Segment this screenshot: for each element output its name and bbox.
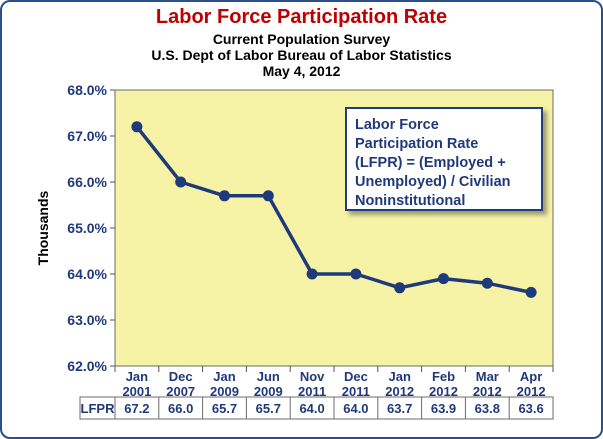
formula-note: Labor Force Participation Rate (LFPR) = … <box>345 107 543 211</box>
chart-subtitle-3: May 4, 2012 <box>262 63 341 79</box>
note-line-4: Unemployed) / Civilian <box>355 174 511 190</box>
y-tick-label: 66.0% <box>67 174 107 190</box>
data-point <box>131 121 143 133</box>
y-tick-label: 67.0% <box>67 128 107 144</box>
chart-subtitle-1: Current Population Survey <box>212 31 391 47</box>
data-table-value: 63.8 <box>475 401 500 416</box>
data-point <box>306 268 318 280</box>
x-tick-label-year: 2012 <box>517 384 546 399</box>
data-point <box>394 282 406 294</box>
data-point <box>175 176 187 188</box>
x-tick-label-month: Dec <box>169 369 193 384</box>
y-axis-title: Thousands <box>35 190 51 265</box>
x-tick-label-month: Dec <box>344 369 368 384</box>
data-table-box <box>79 396 554 420</box>
data-table-series-label: LFPR <box>81 401 116 416</box>
data-point <box>438 273 449 285</box>
series-line-lfpr <box>135 125 532 295</box>
x-tick-label-month: Nov <box>300 369 325 384</box>
data-point <box>525 286 537 298</box>
x-tick-label-month: Jan <box>213 369 235 384</box>
note-line-2: Participation Rate <box>355 136 479 152</box>
y-tick-label: 62.0% <box>67 358 107 374</box>
x-tick-label-year: 2007 <box>166 384 195 399</box>
data-table-value: 66.0 <box>168 401 193 416</box>
note-line-1: Labor Force <box>355 117 439 133</box>
x-tick-label-year: 2001 <box>122 384 151 399</box>
data-table-value: 63.7 <box>387 401 412 416</box>
data-table-value: 64.0 <box>343 401 368 416</box>
y-tick-label: 68.0% <box>67 82 107 98</box>
x-tick-label-month: Jun <box>257 369 280 384</box>
data-point <box>481 277 493 289</box>
x-tick-label-month: Jan <box>388 369 410 384</box>
x-tick-label-year: 2011 <box>298 384 326 399</box>
data-table-value: 65.7 <box>256 401 281 416</box>
data-point <box>350 268 362 280</box>
data-table-value: 64.0 <box>299 401 324 416</box>
y-tick-label: 64.0% <box>67 266 107 282</box>
x-tick-label-year: 2009 <box>254 384 283 399</box>
x-tick-label-month: Mar <box>476 369 499 384</box>
x-tick-label-year: 2012 <box>473 384 502 399</box>
y-tick-label: 65.0% <box>67 220 107 236</box>
x-tick-label-year: 2012 <box>429 384 458 399</box>
x-tick-label-year: 2012 <box>385 384 414 399</box>
data-table-value: 63.6 <box>518 401 543 416</box>
data-table-value: 65.7 <box>212 401 237 416</box>
chart-subtitle-2: U.S. Dept of Labor Bureau of Labor Stati… <box>151 47 452 63</box>
y-tick-label: 63.0% <box>67 312 107 328</box>
data-point <box>219 190 230 202</box>
x-tick-label-month: Feb <box>432 369 455 384</box>
data-point <box>262 190 274 202</box>
data-table-value: 67.2 <box>124 401 149 416</box>
x-tick-label-year: 2011 <box>342 384 370 399</box>
note-line-5: Noninstitutional <box>355 193 466 209</box>
chart-title: Labor Force Participation Rate <box>155 6 448 28</box>
x-tick-label-month: Apr <box>520 369 542 384</box>
x-tick-label-year: 2009 <box>210 384 239 399</box>
note-line-3: (LFPR) = (Employed + <box>355 155 506 171</box>
x-tick-label-month: Jan <box>126 369 148 384</box>
data-table-value: 63.9 <box>431 401 456 416</box>
